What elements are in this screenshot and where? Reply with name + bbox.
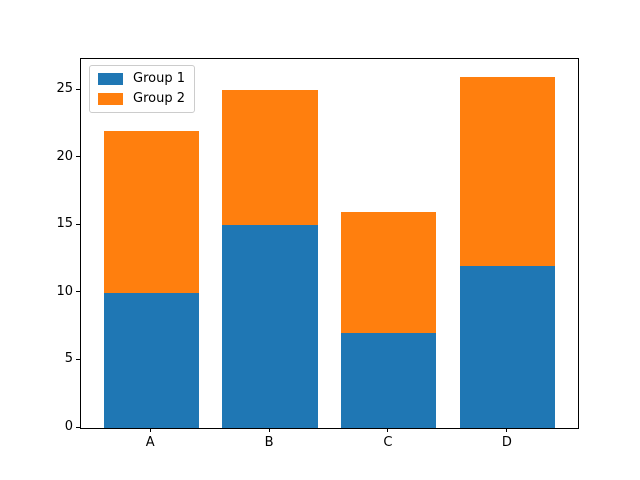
y-tick-mark [76, 88, 80, 90]
legend-swatch-icon [98, 72, 123, 85]
bar-a-group-1 [103, 292, 199, 428]
bar-c-group-2 [341, 211, 437, 334]
x-tick-label-a: A [145, 435, 155, 450]
bar-c-group-1 [341, 333, 437, 428]
legend-row: Group 2 [98, 91, 185, 106]
legend: Group 1 Group 2 [89, 65, 195, 113]
bar-b-group-2 [222, 90, 318, 226]
bar-d-group-2 [460, 76, 556, 266]
legend-label: Group 1 [133, 71, 185, 86]
y-tick-label: 5 [64, 351, 73, 367]
y-tick-label: 20 [56, 148, 73, 164]
x-tick-label-c: C [383, 435, 393, 450]
plot-area: Group 1 Group 2 [80, 58, 579, 429]
legend-swatch-icon [98, 92, 123, 105]
x-tick-label-b: B [264, 435, 274, 450]
legend-label: Group 2 [133, 91, 185, 106]
x-tick-mark [149, 428, 151, 432]
bar-d-group-1 [460, 265, 556, 428]
y-tick-mark [76, 291, 80, 293]
y-tick-mark [76, 358, 80, 360]
bar-b-group-1 [222, 225, 318, 428]
x-tick-label-d: D [501, 435, 512, 450]
y-tick-mark [76, 426, 80, 428]
legend-row: Group 1 [98, 71, 185, 86]
y-tick-label: 15 [56, 216, 73, 232]
bar-a-group-2 [103, 130, 199, 293]
y-tick-label: 0 [64, 419, 73, 434]
y-tick-mark [76, 223, 80, 225]
y-tick-label: 25 [56, 81, 73, 97]
y-tick-label: 10 [56, 283, 73, 299]
y-tick-mark [76, 156, 80, 158]
x-tick-mark [506, 428, 508, 432]
x-tick-mark [387, 428, 389, 432]
x-tick-mark [268, 428, 270, 432]
